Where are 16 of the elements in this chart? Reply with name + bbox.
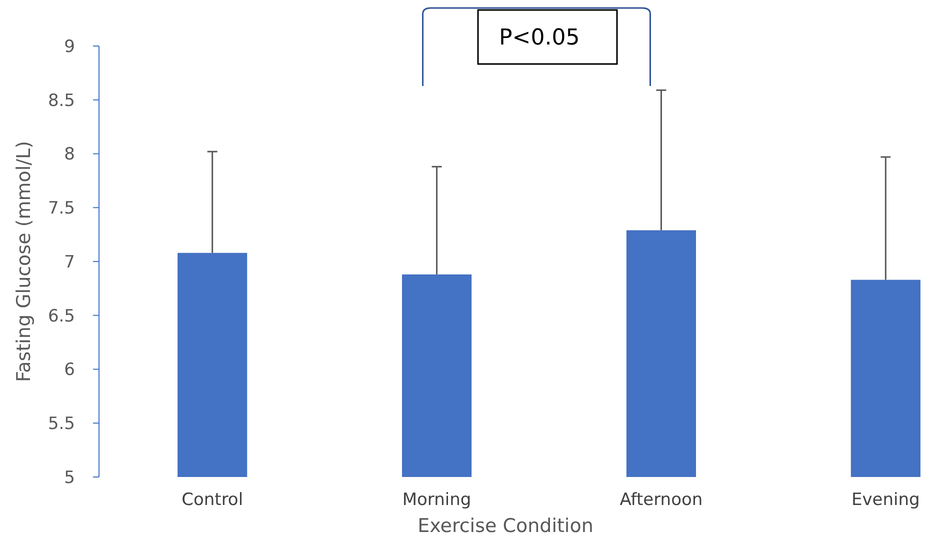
y-tick-label: 8.5 <box>48 90 75 111</box>
x-tick-label: Afternoon <box>620 490 703 510</box>
y-tick-label: 5 <box>64 468 75 488</box>
x-axis-title: Exercise Condition <box>418 515 594 537</box>
x-tick-label: Morning <box>402 490 472 510</box>
y-tick-label: 6.5 <box>48 306 75 326</box>
y-tick-label: 9 <box>64 36 75 57</box>
x-tick-label: Evening <box>851 490 920 510</box>
y-tick-label: 5.5 <box>48 414 75 434</box>
y-tick-label: 6 <box>64 360 75 380</box>
annotation: P<0.05 <box>499 26 580 51</box>
y-axis-title: Fasting Glucose (mmol/L) <box>13 140 35 382</box>
y-tick-label: 7.5 <box>48 198 75 219</box>
x-tick-label: Control <box>182 490 244 510</box>
y-tick-label: 7 <box>64 252 75 272</box>
y-tick-label: 8 <box>64 144 75 165</box>
